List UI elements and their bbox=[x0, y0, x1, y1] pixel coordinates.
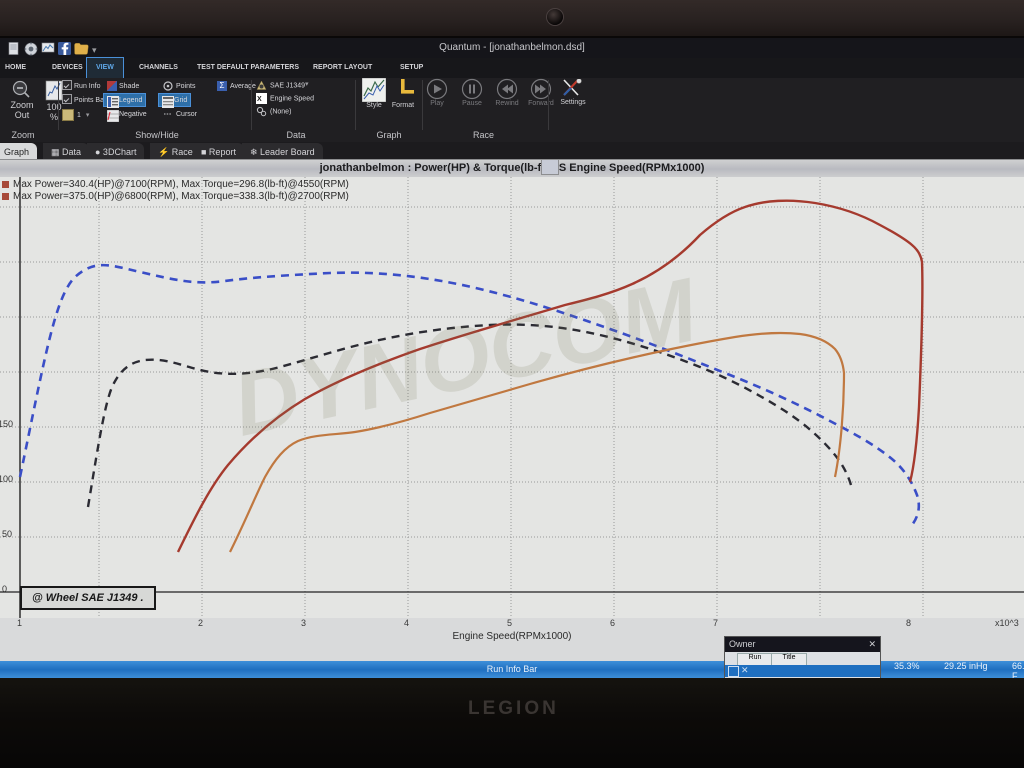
svg-text:X: X bbox=[257, 96, 262, 103]
